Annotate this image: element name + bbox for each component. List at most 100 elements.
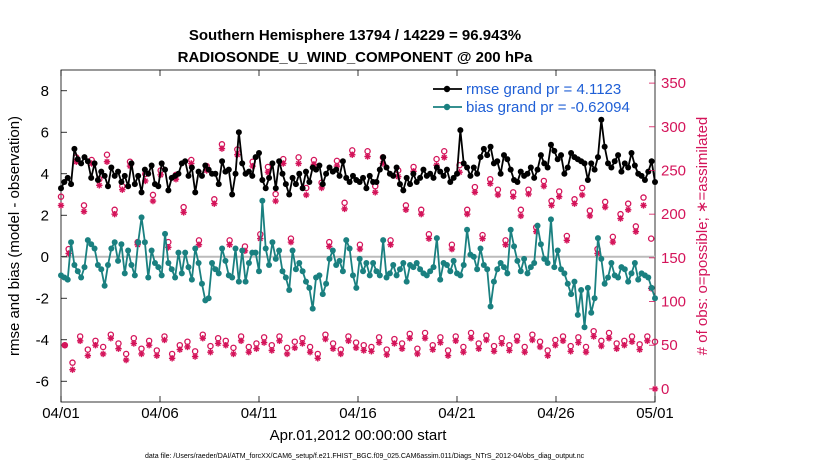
obs-assimilated-point xyxy=(253,345,260,352)
obs-star-stroke xyxy=(491,348,497,355)
bias-series-point xyxy=(480,262,487,269)
obs-star-stroke xyxy=(468,335,474,341)
rmse-series-point xyxy=(316,162,323,169)
obs-assimilated-point xyxy=(544,352,551,359)
obs-star-stroke xyxy=(560,338,566,344)
obs-star-stroke xyxy=(92,342,99,348)
rmse-series-point xyxy=(396,181,403,188)
obs-assimilated-point xyxy=(245,349,252,356)
bias-series-point xyxy=(209,259,216,266)
obs-star-stroke xyxy=(322,336,329,342)
obs-assimilated-point xyxy=(475,345,482,352)
y-right-tick-label: 50 xyxy=(661,337,678,354)
bias-series-point xyxy=(534,222,541,229)
obs-star-stroke xyxy=(571,200,578,207)
obs-star-stroke xyxy=(564,237,570,244)
rmse-series-point xyxy=(78,160,85,167)
obs-assimilated-point xyxy=(96,182,103,189)
bias-series-point xyxy=(232,245,239,252)
obs-assimilated-point xyxy=(184,343,191,351)
rmse-series-point xyxy=(215,181,222,188)
obs-star-stroke xyxy=(613,345,620,352)
bias-series-point xyxy=(631,259,638,266)
bias-series-point xyxy=(145,274,152,281)
rmse-series-point xyxy=(74,156,81,163)
rmse-series-point xyxy=(296,170,303,177)
rmse-series-point xyxy=(443,166,450,173)
obs-star-stroke xyxy=(192,353,198,360)
x-tick-label: 04/16 xyxy=(339,405,377,422)
bias-series-point xyxy=(84,237,91,244)
bias-series-point xyxy=(182,249,189,256)
bias-series-point xyxy=(302,278,309,285)
rmse-series-point xyxy=(145,170,152,177)
obs-star-stroke xyxy=(196,242,202,248)
x-tick-label: 04/21 xyxy=(438,405,476,422)
bias-series-point xyxy=(524,270,531,277)
obs-assimilated-point xyxy=(326,243,333,250)
chart-title: Southern Hemisphere 13794 / 14229 = 96.9… xyxy=(189,27,521,44)
bias-series-point xyxy=(141,239,148,246)
rmse-series-point xyxy=(393,164,400,171)
bias-series-point xyxy=(601,280,608,287)
bias-series-point xyxy=(366,272,373,279)
obs-assimilated-point xyxy=(636,346,643,353)
bias-series-point xyxy=(578,286,585,293)
obs-assimilated-point xyxy=(609,238,617,246)
obs-star-stroke xyxy=(108,335,114,341)
legend: rmse grand pr = 4.1123 bias grand pr = -… xyxy=(433,81,630,116)
bias-series-point xyxy=(309,305,316,312)
bias-series-point xyxy=(108,245,115,252)
y-right-tick-label: 350 xyxy=(661,75,686,92)
bias-series-point xyxy=(608,259,615,266)
rmse-series-point xyxy=(125,183,132,190)
obs-star-stroke xyxy=(475,345,482,352)
bias-series-point xyxy=(101,282,108,289)
bias-series-point xyxy=(625,278,632,285)
obs-possible-point xyxy=(283,344,291,352)
obs-assimilated-point xyxy=(329,345,337,352)
obs-possible-point xyxy=(624,200,632,207)
obs-assimilated-point xyxy=(176,346,183,353)
rmse-series-point xyxy=(380,154,387,161)
bias-series-point xyxy=(118,241,125,248)
bias-series-point xyxy=(373,268,380,275)
rmse-series-point xyxy=(64,174,71,181)
obs-star-stroke xyxy=(81,208,87,215)
obs-star-stroke xyxy=(567,348,574,355)
y-left-tick-label: 4 xyxy=(41,166,49,183)
bias-series-point xyxy=(205,295,212,302)
obs-assimilated-point xyxy=(360,347,367,354)
obs-star-stroke xyxy=(391,340,398,347)
rmse-series-point xyxy=(531,174,538,181)
obs-star-stroke xyxy=(138,351,145,357)
obs-assimilated-point xyxy=(145,342,153,349)
bias-series-point xyxy=(541,255,548,262)
obs-star-stroke xyxy=(184,344,191,350)
rmse-series-point xyxy=(547,141,554,148)
bias-series-point xyxy=(443,262,450,269)
obs-star-stroke xyxy=(479,235,486,242)
rmse-series-point xyxy=(101,172,108,179)
axis-tick-layer: -6 -4 -2 0 2 4 6 8 0 50 100 150 200 250 300 350 04/01 04/… xyxy=(36,70,686,422)
rmse-series-point xyxy=(111,172,118,179)
obs-star-stroke xyxy=(452,338,459,344)
obs-star-stroke xyxy=(295,160,302,167)
bias-series-point xyxy=(635,276,642,283)
obs-assimilated-point xyxy=(207,349,214,356)
bias-series-point xyxy=(427,268,434,275)
obs-assimilated-point xyxy=(211,200,218,207)
rmse-series-point xyxy=(155,183,162,190)
rmse-series-point xyxy=(450,174,457,181)
obs-star-stroke xyxy=(426,235,432,242)
obs-star-stroke xyxy=(345,338,352,344)
obs-possible-point xyxy=(149,191,157,199)
obs-star-stroke xyxy=(77,338,83,344)
obs-assimilated-point xyxy=(103,158,111,165)
obs-assimilated-point xyxy=(429,346,436,353)
bias-series-point xyxy=(64,276,71,283)
rmse-series-point xyxy=(249,172,256,179)
bias-series-point xyxy=(121,270,128,277)
bias-series-point xyxy=(598,255,605,262)
bias-series-point xyxy=(88,241,95,248)
